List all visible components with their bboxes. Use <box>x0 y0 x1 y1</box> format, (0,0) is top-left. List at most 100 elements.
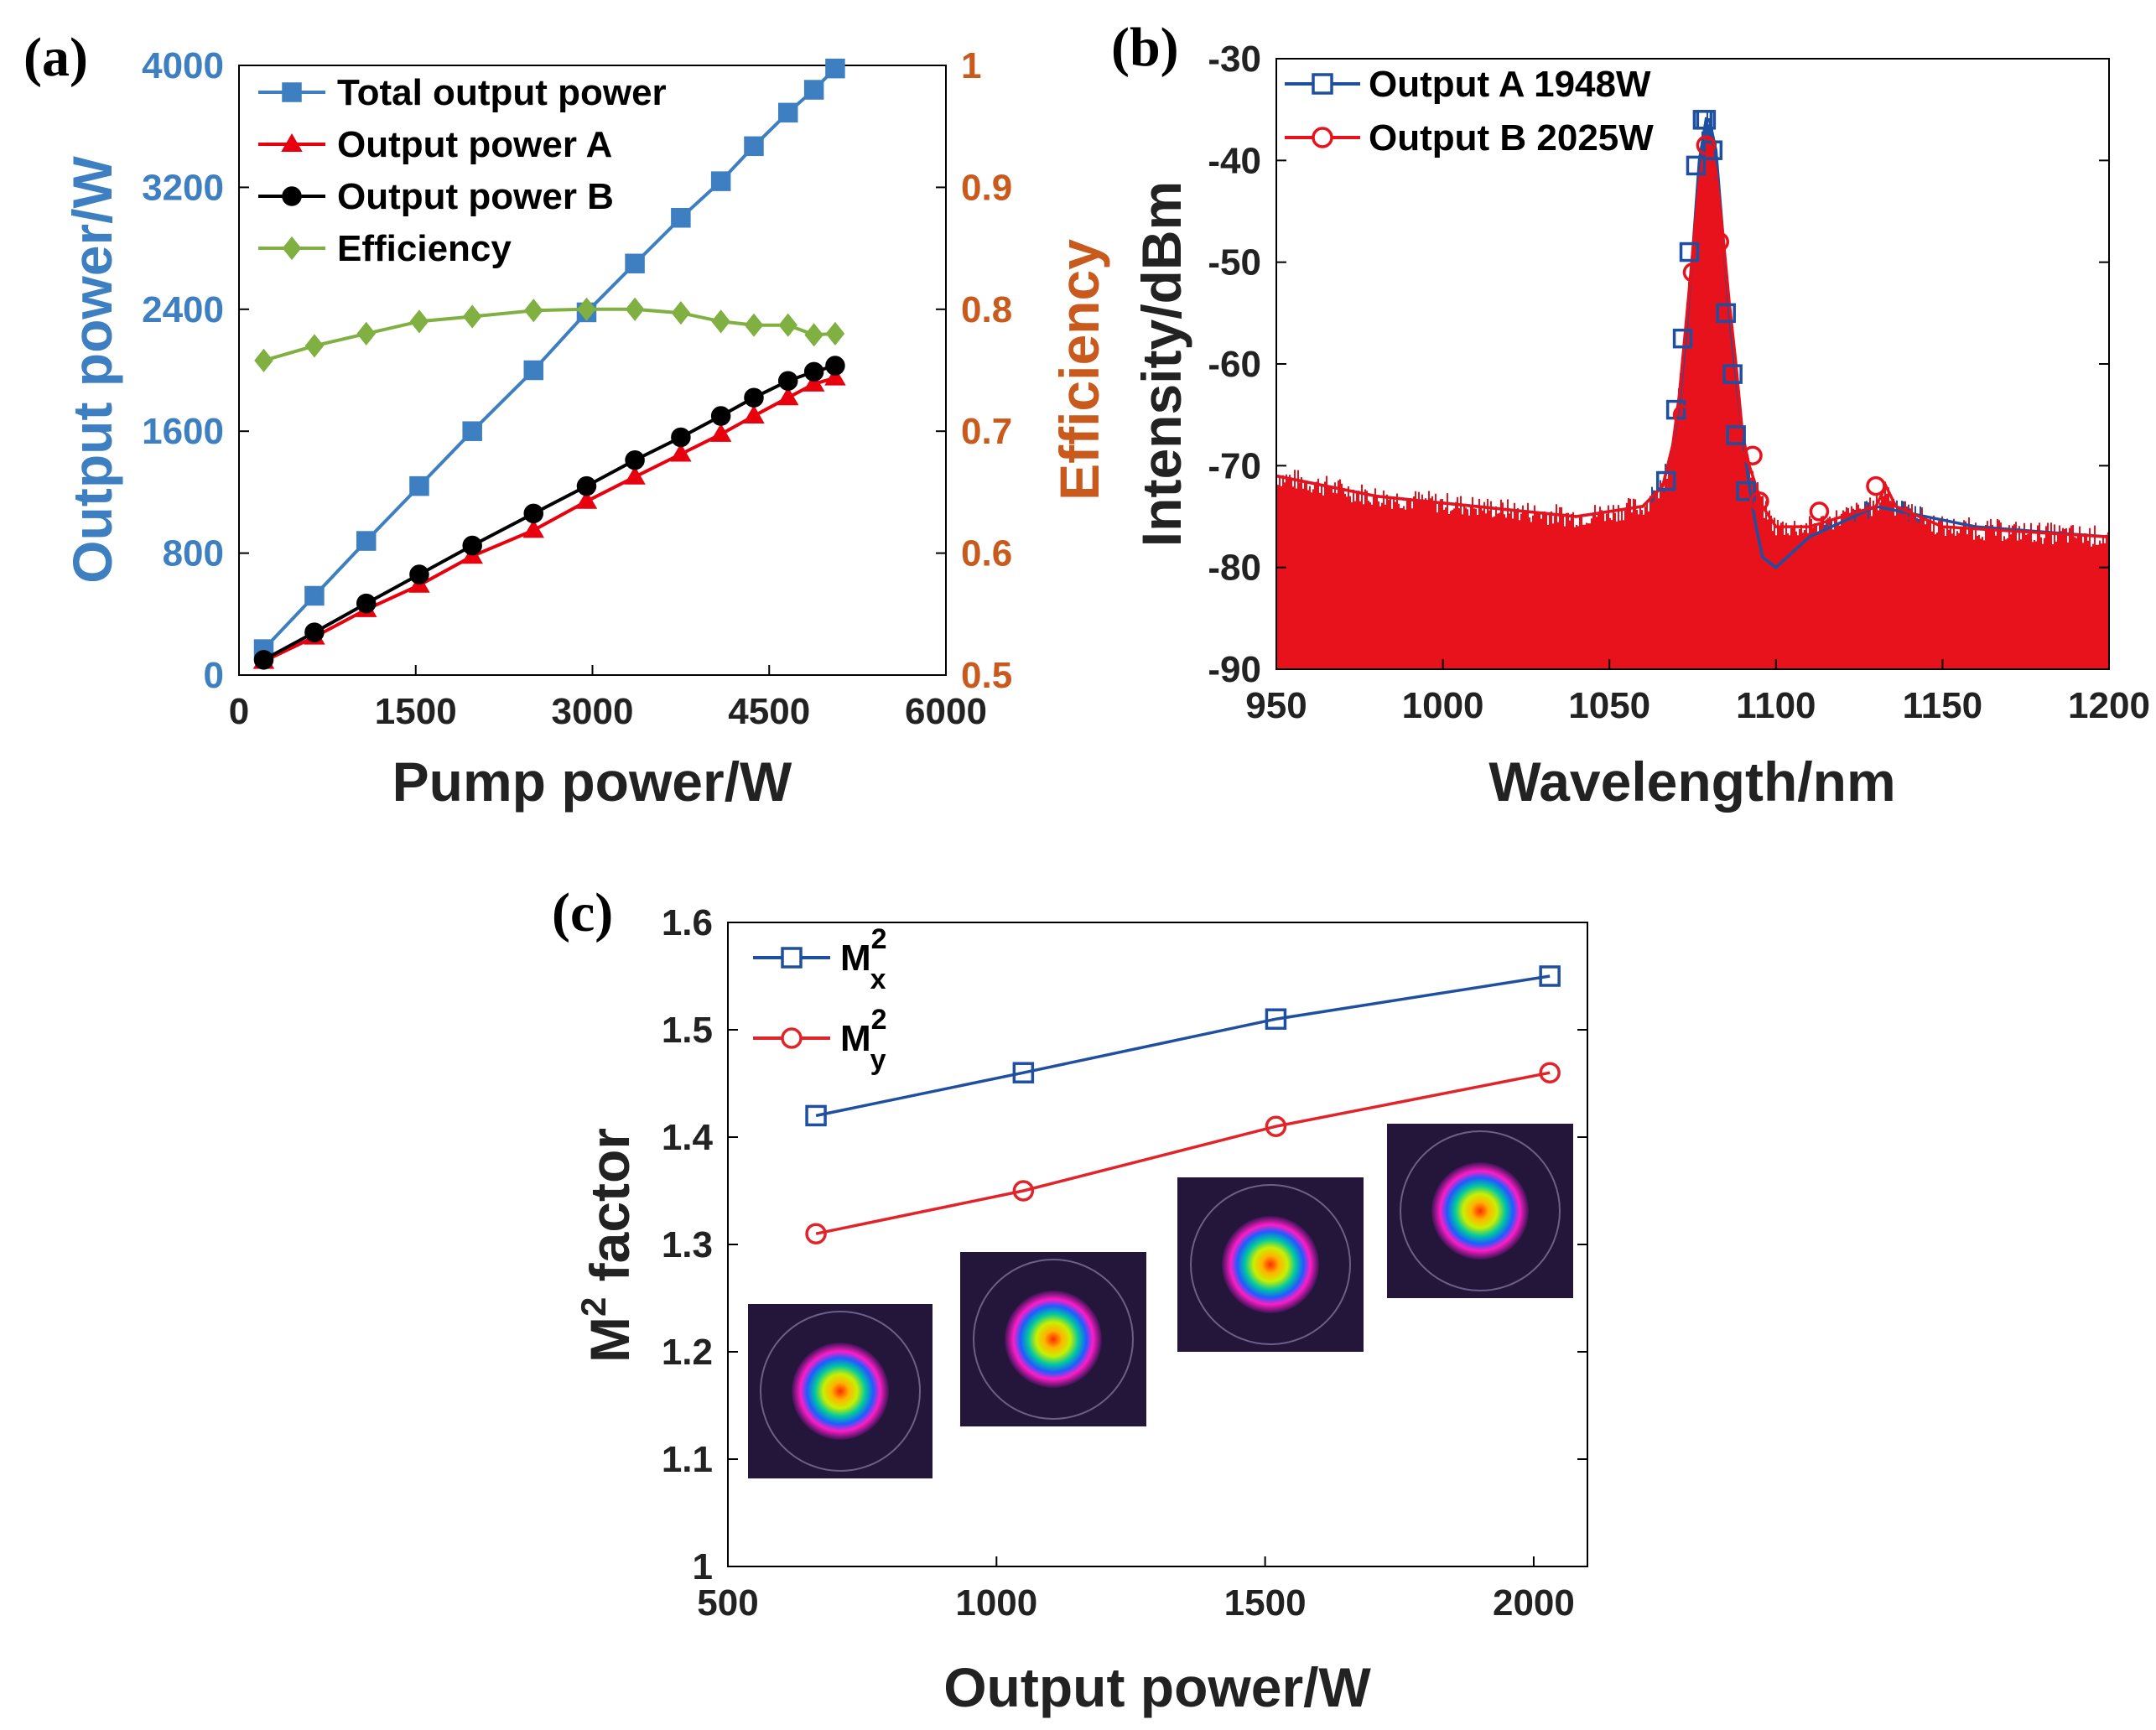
chart-c-xtick-label: 1500 <box>1224 1582 1307 1623</box>
chart-a-data-point <box>409 309 429 334</box>
chart-a-data-point <box>625 297 645 321</box>
chart-c-series-line <box>815 974 1551 1118</box>
chart-a-xtick-label: 0 <box>229 691 249 732</box>
chart-c-ytick-label: 1.3 <box>662 1224 713 1265</box>
chart-a-xtick-label: 3000 <box>552 691 634 732</box>
chart-a-data-point <box>304 622 325 642</box>
chart-a-data-point <box>577 297 596 321</box>
chart-c-data-point <box>805 1104 827 1127</box>
chart-a-data-point <box>624 465 646 485</box>
chart-a-y2tick-label: 0.6 <box>961 533 1012 574</box>
chart-c-xtick-label: 500 <box>697 1582 758 1623</box>
chart-b-xtick-label: 1050 <box>1568 685 1650 726</box>
chart-c-ytick-label: 1.2 <box>662 1332 713 1373</box>
chart-a-legend-marker <box>282 82 302 102</box>
chart-a-data-point <box>356 321 377 345</box>
chart-a-legend-marker <box>282 186 302 206</box>
chart-b-data-point <box>1672 328 1693 349</box>
chart-a-data-point <box>356 593 377 614</box>
chart-a-data-point <box>671 301 691 325</box>
chart-b-data-point <box>1726 425 1746 445</box>
chart-a-y2tick-label: 0.9 <box>961 167 1012 208</box>
chart-a-data-point <box>777 387 799 406</box>
chart-a-data-point <box>304 585 325 606</box>
chart-b-legend: Output A 1948W Output B 2025W <box>1285 64 1654 158</box>
chart-a-data-point <box>778 313 798 337</box>
chart-a-data-point <box>710 171 731 191</box>
chart-b-legend-label: Output B 2025W <box>1369 117 1654 158</box>
chart-a-data-point <box>576 475 597 496</box>
chart-a-data-point <box>803 80 824 100</box>
chart-b-data-point <box>1866 475 1886 496</box>
chart-b-xlabel: Wavelength/nm <box>1488 751 1895 813</box>
chart-a-data-point <box>522 519 544 538</box>
chart-a: 0 1500 3000 4500 6000 0 800 1600 2400 3200 4000 0.5… <box>61 45 1110 813</box>
panel-c-label: (c) <box>552 882 613 943</box>
chart-b-spectrum-b-fill <box>1275 138 2109 669</box>
chart-b-data-point <box>1682 262 1703 283</box>
chart-b-ylabel: Intensity/dBm <box>1130 181 1192 547</box>
chart-c-legend-label: M2 x <box>840 923 887 995</box>
chart-b-data-point <box>1736 481 1756 501</box>
chart-c-ytick-label: 1.6 <box>662 902 713 943</box>
chart-b-noise-floor <box>1275 112 2109 669</box>
chart-c-data-point <box>1539 1062 1561 1083</box>
chart-a-data-point <box>709 423 732 442</box>
chart-b-data-point <box>1672 404 1693 425</box>
chart-b-series-line <box>1275 138 2110 539</box>
panel-b-label: (b) <box>1111 17 1179 78</box>
chart-a-y2tick-label: 1 <box>961 45 981 86</box>
chart-b-data-point <box>1749 491 1769 512</box>
panel-a-label: (a) <box>23 27 88 88</box>
chart-a-data-point <box>462 535 482 556</box>
chart-c-ytick-label: 1.5 <box>662 1010 713 1051</box>
chart-b-data-point <box>1655 470 1676 491</box>
chart-b-xtick-label: 1200 <box>2068 685 2150 726</box>
chart-a-data-point <box>409 475 429 496</box>
chart-c-legend-marker <box>781 1027 803 1049</box>
chart-a-xtick-label: 1500 <box>375 691 457 732</box>
chart-a-data-point <box>670 443 692 462</box>
chart-a-series-line <box>262 364 836 662</box>
chart-b-data-point <box>1722 364 1743 384</box>
chart-a-data-point <box>575 490 598 509</box>
chart-a-ytick-label: 2400 <box>142 289 224 330</box>
chart-c-ytick-label: 1.4 <box>662 1117 714 1158</box>
chart-a-data-point <box>777 371 798 391</box>
beam-profile-image <box>1387 1124 1573 1298</box>
chart-b: 950 1000 1050 1100 1150 1200 -90 -80 -70 -60 -50 -4… <box>1130 39 2150 813</box>
chart-a-data-point <box>523 299 543 323</box>
chart-a-data-point <box>523 360 543 381</box>
chart-b-data-point <box>1679 242 1700 262</box>
chart-a-data-point <box>409 564 429 584</box>
svg-text:M2 factor: M2 factor <box>574 1128 641 1363</box>
chart-c-data-point <box>805 1223 827 1244</box>
chart-a-ytick-label: 3200 <box>142 167 224 208</box>
chart-a-data-point <box>824 366 846 386</box>
chart-a-data-point <box>825 356 845 376</box>
chart-c-ytick-label: 1.1 <box>662 1439 713 1480</box>
chart-c-xlabel: Output power/W <box>943 1656 1371 1718</box>
beam-profile-image <box>960 1252 1146 1426</box>
chart-a-xtick-label: 4500 <box>728 691 810 732</box>
chart-c-ylabel: M2 factor <box>574 1128 641 1363</box>
chart-a-y2tick-label: 0.8 <box>961 289 1012 330</box>
chart-b-legend-marker <box>1312 73 1333 95</box>
chart-a-data-point <box>254 348 273 372</box>
chart-b-data-point <box>1899 517 1920 537</box>
chart-c-series-line <box>815 1071 1551 1235</box>
chart-a-data-point <box>744 136 764 157</box>
chart-a-data-point <box>625 449 645 470</box>
chart-a-data-point <box>803 372 825 392</box>
chart-a-data-point <box>523 503 543 524</box>
chart-b-xtick-label: 1100 <box>1736 685 1816 726</box>
chart-c-legend-label: M2 y <box>840 1004 887 1076</box>
chart-a-legend-label: Efficiency <box>337 228 512 269</box>
chart-a-legend-label: Output power A <box>337 124 612 165</box>
chart-a-data-point <box>462 421 482 441</box>
chart-c-legend-marker <box>781 947 803 969</box>
chart-a-data-point <box>304 334 325 358</box>
chart-b-legend-marker <box>1312 127 1333 148</box>
chart-a-y2tick-label: 0.7 <box>961 411 1012 452</box>
